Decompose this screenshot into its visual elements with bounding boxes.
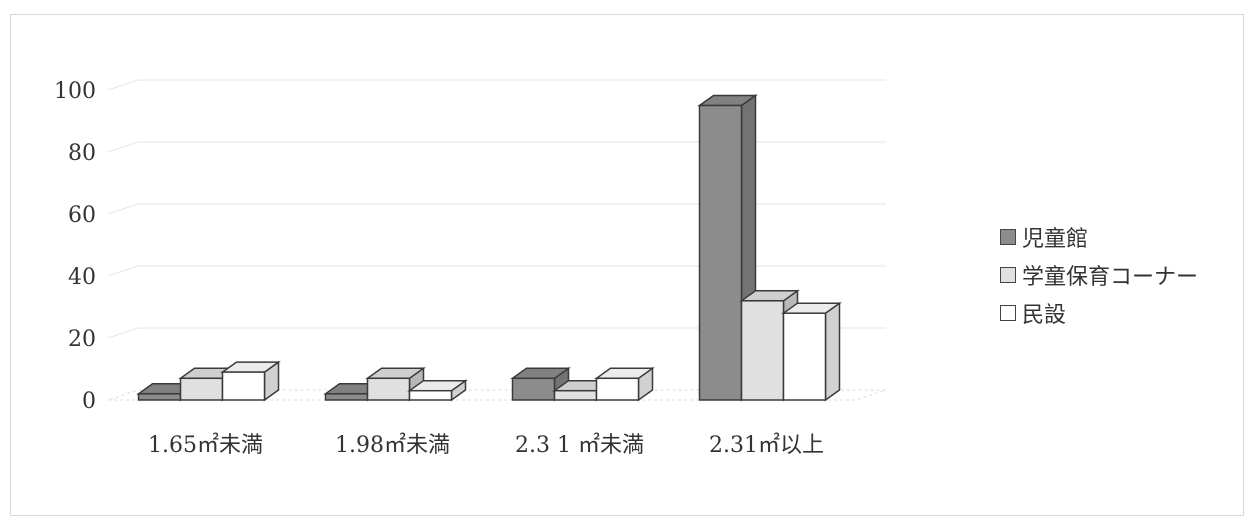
legend-item-series-3: 民設: [1000, 294, 1198, 332]
x-tick-label: 1.65㎡未満: [148, 432, 263, 458]
bar: [366, 377, 411, 401]
legend-label-series-3: 民設: [1022, 303, 1067, 328]
gridline-side: [107, 265, 139, 277]
bar: [553, 389, 598, 401]
x-tick-label: 1.98㎡未満: [335, 432, 450, 458]
bar: [137, 393, 182, 401]
bar: [595, 377, 640, 401]
bar: [221, 371, 266, 401]
bar: [782, 312, 827, 401]
legend-item-series-2: 学童保育コーナー: [1000, 256, 1198, 294]
bar: [740, 300, 785, 401]
bar: [511, 377, 556, 401]
chart-frame: [10, 14, 1244, 516]
gridline-side: [107, 79, 139, 91]
bar-side: [824, 301, 841, 402]
bar: [324, 393, 369, 401]
legend-swatch-series-1: [1000, 229, 1016, 245]
legend-item-series-1: 児童館: [1000, 218, 1198, 256]
bar: [408, 389, 453, 401]
gridline-side: [107, 327, 139, 339]
gridline-side: [107, 141, 139, 153]
legend-swatch-series-3: [1000, 305, 1016, 321]
x-tick-label: 2.31㎡以上: [709, 432, 824, 458]
legend: 児童館 学童保育コーナー 民設: [1000, 218, 1198, 332]
legend-swatch-series-2: [1000, 267, 1016, 283]
y-tick-label: 80: [68, 141, 96, 166]
y-tick-label: 0: [82, 389, 96, 414]
y-tick-label: 20: [68, 327, 96, 352]
legend-label-series-2: 学童保育コーナー: [1022, 265, 1199, 290]
gridline-side: [107, 203, 139, 215]
x-tick-label: 2.3 1 ㎡未満: [515, 432, 644, 458]
bar: [179, 377, 224, 401]
y-tick-label: 60: [68, 203, 96, 228]
y-tick-label: 100: [54, 79, 96, 104]
y-tick-label: 40: [68, 265, 96, 290]
bar: [698, 104, 743, 401]
legend-label-series-1: 児童館: [1022, 227, 1089, 252]
